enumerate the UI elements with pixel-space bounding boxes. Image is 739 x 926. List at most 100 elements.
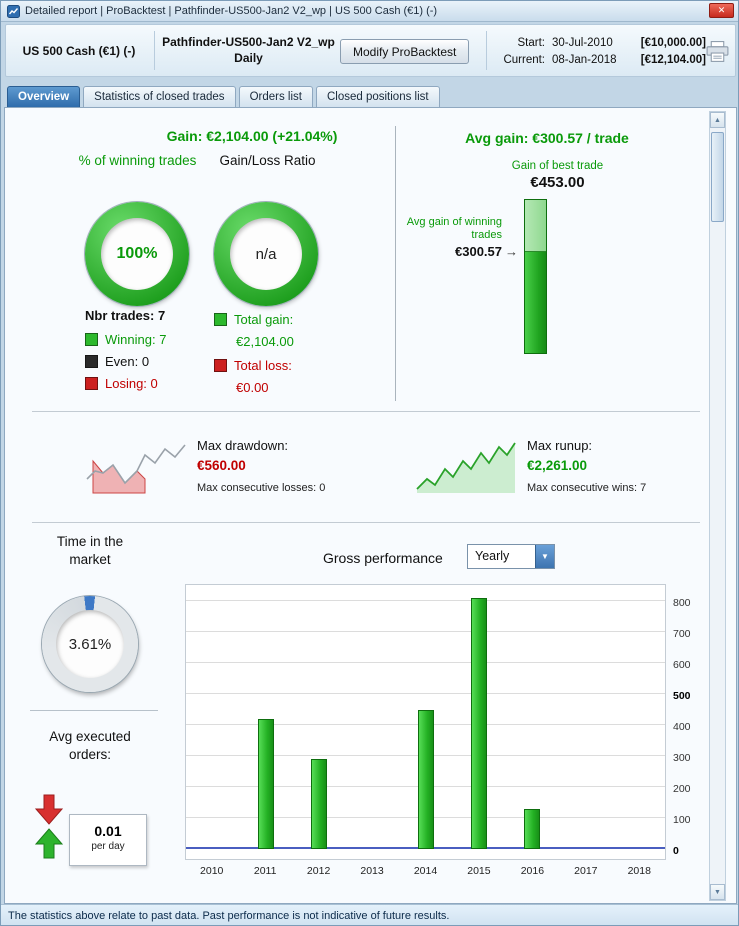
y-tick-label: 400 — [673, 721, 691, 734]
drawdown-label: Max drawdown: — [197, 438, 289, 453]
avg-orders-card: 0.01 per day — [69, 814, 147, 866]
performance-bar-2012 — [311, 759, 328, 849]
dates-block: Start: 30-Jul-2010 [€10,000.00] Current:… — [494, 34, 706, 68]
gridline — [186, 693, 665, 695]
start-row: Start: 30-Jul-2010 [€10,000.00] — [494, 34, 706, 51]
section-divider-vertical — [395, 126, 396, 401]
drawdown-value: €560.00 — [197, 458, 246, 473]
current-label: Current: — [503, 53, 545, 66]
best-trade-bar — [524, 199, 547, 354]
legend-even: Even: 0 — [85, 354, 149, 369]
current-value: [€12,104.00] — [640, 53, 706, 66]
gain-loss-ratio-donut: n/a — [214, 202, 318, 306]
legend-winning: Winning: 7 — [85, 332, 166, 347]
gross-performance-title: Gross performance — [323, 550, 443, 566]
drawdown-consecutive: Max consecutive losses: 0 — [197, 482, 326, 494]
runup-label: Max runup: — [527, 438, 593, 453]
time-in-market-title: Time in the market — [15, 533, 165, 569]
legend-losing: Losing: 0 — [85, 376, 158, 391]
performance-plot — [185, 584, 666, 860]
tab-overview[interactable]: Overview — [7, 86, 81, 107]
start-value: [€10,000.00] — [640, 36, 706, 49]
avg-win-label: Avg gain of winning trades — [406, 216, 502, 241]
total-gain-value: €2,104.00 — [236, 334, 294, 349]
runup-value: €2,261.00 — [527, 458, 588, 473]
best-trade-value: €453.00 — [530, 174, 585, 191]
left-column-divider — [30, 710, 158, 711]
tab-orders-list[interactable]: Orders list — [238, 86, 313, 107]
time-in-market-donut: 3.61% — [42, 596, 138, 692]
nbr-trades: Nbr trades: 7 — [85, 308, 166, 323]
gridline — [186, 600, 665, 602]
avg-win-annotation: Avg gain of winning trades €300.57 — [390, 216, 502, 258]
runup-sparkline — [416, 442, 516, 493]
vertical-scrollbar[interactable]: ▲ ▼ — [709, 111, 726, 901]
total-loss-label: Total loss: — [234, 358, 292, 373]
tab-closed-positions-list[interactable]: Closed positions list — [315, 86, 440, 107]
time-in-market-title-text: Time in the market — [56, 534, 124, 567]
x-tick-label: 2012 — [306, 865, 331, 877]
tabbar: Overview Statistics of closed trades Ord… — [7, 86, 440, 107]
current-date: 08-Jan-2018 — [552, 53, 617, 66]
orders-up-arrow-icon — [35, 828, 63, 859]
tab-statistics-closed-trades[interactable]: Statistics of closed trades — [83, 86, 236, 107]
app-icon — [7, 4, 20, 18]
window-title: Detailed report | ProBacktest | Pathfind… — [25, 5, 438, 17]
performance-x-axis: 2010 2011 2012 2013 2014 2015 2016 2017 2018 — [185, 865, 666, 881]
x-tick-label: 2017 — [574, 865, 598, 877]
scroll-down-button[interactable]: ▼ — [710, 884, 725, 900]
performance-bar-2014 — [417, 709, 434, 849]
avg-orders-unit: per day — [91, 841, 125, 852]
start-label: Start: — [517, 36, 545, 49]
losing-label: Losing: 0 — [105, 376, 158, 391]
chevron-down-icon[interactable]: ▼ — [535, 545, 554, 568]
period-selected-value: Yearly — [475, 549, 510, 563]
runup-consecutive: Max consecutive wins: 7 — [527, 482, 647, 494]
avg-orders-title-text: Avg executed orders: — [49, 729, 131, 762]
total-gain-row: Total gain: — [214, 312, 293, 327]
header-divider — [486, 31, 487, 70]
instrument-label: US 500 Cash (€1) (-) — [22, 43, 136, 58]
gridline — [186, 631, 665, 633]
report-header: US 500 Cash (€1) (-) Pathfinder-US500-Ja… — [5, 24, 736, 77]
winning-pct-donut: 100% — [85, 202, 189, 306]
gain-loss-ratio-value: n/a — [255, 245, 277, 263]
winning-pct-title: % of winning trades — [78, 153, 197, 168]
y-tick-label: 800 — [673, 597, 691, 610]
x-tick-label: 2014 — [413, 865, 438, 877]
system-name: Pathfinder-US500-Jan2 V2_wp — [162, 35, 335, 49]
arrow-right-icon: → — [505, 244, 518, 259]
avg-gain-segment — [525, 200, 546, 252]
avg-gain-headline: Avg gain: €300.57 / trade — [465, 130, 629, 146]
y-tick-label: 700 — [673, 628, 691, 641]
x-tick-label: 2016 — [520, 865, 545, 877]
even-label: Even: 0 — [105, 354, 150, 369]
x-tick-label: 2015 — [467, 865, 491, 877]
y-tick-label: 500 — [673, 690, 691, 703]
winning-label: Winning: 7 — [105, 332, 167, 347]
y-tick-label: 100 — [673, 814, 691, 827]
orders-down-arrow-icon — [35, 794, 63, 825]
close-button[interactable]: ✕ — [709, 3, 734, 18]
scroll-up-button[interactable]: ▲ — [710, 112, 725, 128]
best-trade-label: Gain of best trade — [511, 160, 604, 172]
section-divider — [32, 411, 700, 412]
gain-headline: Gain: €2,104.00 (+21.04%) — [166, 128, 338, 144]
y-tick-label: 300 — [673, 752, 691, 765]
losing-swatch — [85, 377, 98, 390]
y-tick-label: 200 — [673, 783, 691, 796]
disclaimer-bar: The statistics above relate to past data… — [1, 904, 738, 925]
performance-y-axis: 0 100 200 300 400 500 600 700 800 — [669, 584, 705, 860]
total-loss-swatch — [214, 359, 227, 372]
total-loss-row: Total loss: — [214, 358, 292, 373]
print-button[interactable] — [705, 41, 730, 63]
titlebar: Detailed report | ProBacktest | Pathfind… — [1, 1, 738, 22]
period-dropdown[interactable]: Yearly ▼ — [467, 544, 555, 569]
scrollbar-thumb[interactable] — [711, 132, 724, 222]
avg-orders-title: Avg executed orders: — [15, 728, 165, 764]
y-tick-label: 0 — [673, 845, 679, 857]
modify-probacktest-button[interactable]: Modify ProBacktest — [340, 39, 470, 64]
section-divider — [32, 522, 700, 523]
performance-bar-2015 — [470, 598, 487, 849]
